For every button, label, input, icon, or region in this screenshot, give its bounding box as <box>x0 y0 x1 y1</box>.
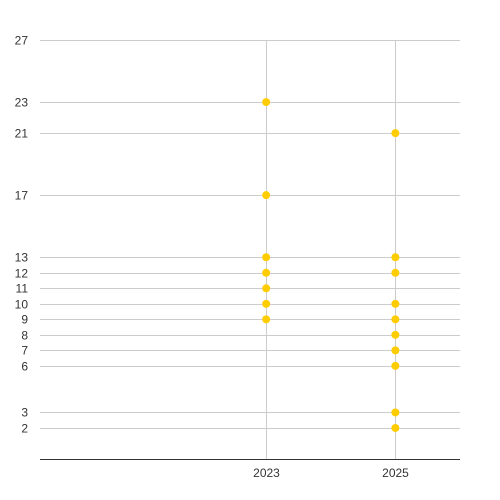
y-tick-label: 12 <box>15 267 29 281</box>
data-point <box>391 361 400 370</box>
y-tick-label: 6 <box>21 360 28 374</box>
y-tick-label: 13 <box>15 251 29 265</box>
y-tick-label: 3 <box>21 406 28 420</box>
data-point <box>391 408 400 417</box>
data-point <box>262 98 271 107</box>
data-point <box>391 268 400 277</box>
data-point <box>262 315 271 324</box>
y-tick-label: 23 <box>15 96 29 110</box>
y-tick-label: 9 <box>21 313 28 327</box>
data-point <box>391 330 400 339</box>
x-tick-label: 2025 <box>382 466 409 480</box>
x-tick-label: 2023 <box>253 466 280 480</box>
data-point <box>262 284 271 293</box>
y-tick-label: 17 <box>15 189 29 203</box>
data-point <box>262 268 271 277</box>
data-point <box>391 346 400 355</box>
data-point <box>391 315 400 324</box>
y-tick-label: 7 <box>21 344 28 358</box>
y-tick-label: 8 <box>21 329 28 343</box>
grid-layer <box>40 40 460 459</box>
y-tick-label: 10 <box>15 298 29 312</box>
data-point <box>391 129 400 138</box>
data-point <box>262 191 271 200</box>
y-tick-label: 2 <box>21 422 28 436</box>
y-tick-label: 11 <box>16 282 29 296</box>
data-point <box>391 299 400 308</box>
data-point <box>262 253 271 262</box>
data-point <box>262 299 271 308</box>
data-point <box>391 253 400 262</box>
y-tick-label: 27 <box>15 34 29 48</box>
y-tick-label: 21 <box>15 127 29 141</box>
point-layer <box>262 98 400 432</box>
data-point <box>391 423 400 432</box>
